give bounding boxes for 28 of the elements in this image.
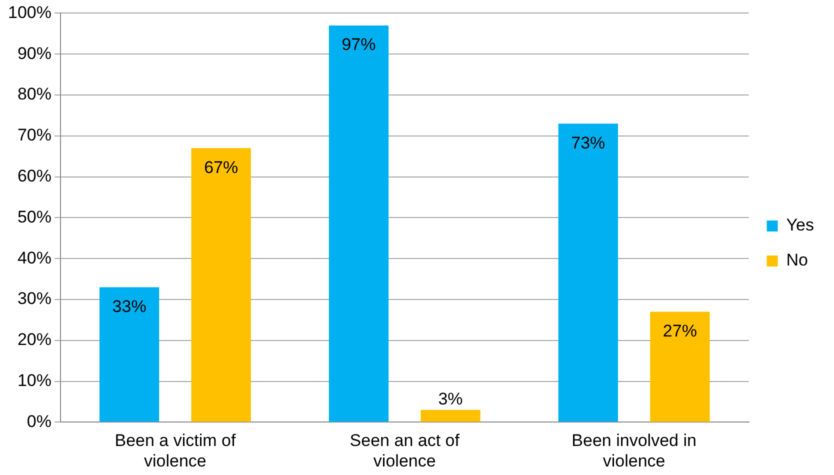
y-tick-label: 100% [8, 2, 52, 22]
data-label: 33% [112, 296, 146, 316]
y-tick-label: 0% [26, 412, 52, 431]
y-tick-label: 90% [17, 44, 52, 63]
y-tick-label: 20% [17, 330, 52, 350]
data-label: 67% [204, 158, 238, 177]
y-tick-label: 30% [17, 289, 52, 308]
y-tick-label: 60% [17, 166, 52, 186]
data-label: 97% [342, 35, 376, 54]
bar [558, 124, 618, 422]
legend-label: Yes [786, 216, 814, 235]
y-tick-label: 10% [17, 370, 52, 390]
x-tick-label: Been involved in violence [572, 431, 696, 470]
y-tick-label: 40% [17, 248, 52, 268]
data-label: 73% [571, 133, 606, 152]
y-tick-label: 50% [17, 207, 52, 226]
x-tick-label: Seen an act of violence [350, 431, 460, 470]
data-label: 27% [662, 321, 697, 340]
bar [99, 287, 160, 422]
data-label: 3% [438, 390, 463, 409]
bar [420, 410, 480, 422]
y-tick-label: 80% [17, 84, 52, 104]
y-tick-label: 70% [17, 126, 52, 145]
legend-label: No [786, 250, 808, 270]
bar [191, 148, 251, 422]
x-tick-label: Been a victim of violence [114, 431, 236, 470]
bar [328, 25, 389, 422]
bar [650, 312, 710, 422]
